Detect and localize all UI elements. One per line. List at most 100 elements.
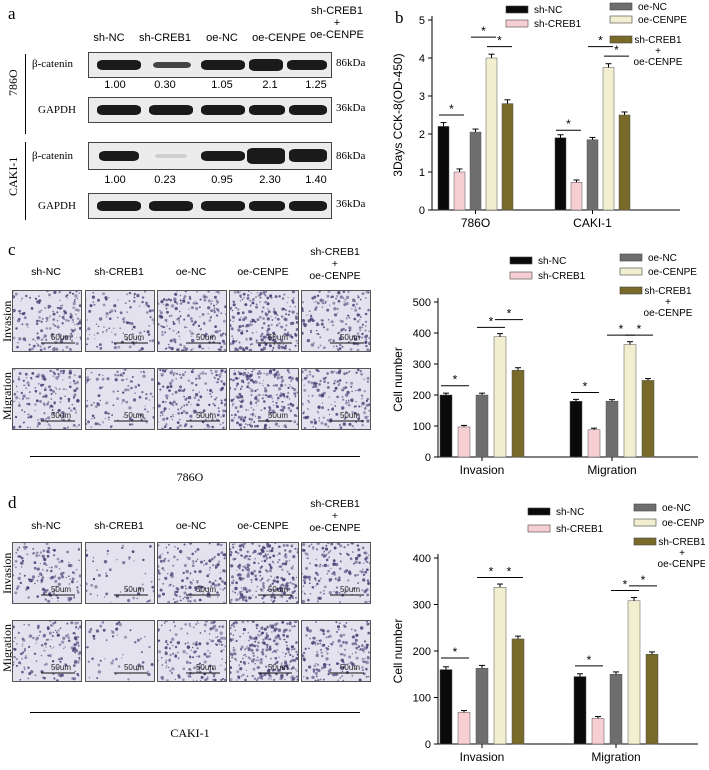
y-tick-label: 500 <box>413 297 431 309</box>
micrograph-column-header: oe-NC <box>175 520 207 532</box>
micrograph-tile: 50um <box>12 368 82 430</box>
scale-bar-label: 50um <box>195 333 216 342</box>
cell-line-bracket <box>25 142 34 220</box>
bar-oe-cenpe <box>623 344 637 458</box>
band <box>97 60 141 70</box>
significance-star: * <box>637 322 642 336</box>
y-tick-label: 200 <box>413 390 431 402</box>
bar-sh-nc <box>573 676 587 745</box>
micrograph-stain <box>158 291 226 351</box>
legend-label: sh-CREB1 <box>634 35 682 46</box>
scale-bar-label: 50um <box>195 663 216 672</box>
micrograph-stain <box>158 543 226 603</box>
y-axis-label: Cell number <box>391 347 405 412</box>
micrograph-cells <box>13 543 81 603</box>
quant-value: 1.00 <box>104 174 126 186</box>
bar-sh-creb1 <box>453 171 466 211</box>
micrograph-stain <box>86 369 154 429</box>
lane-label-combo: sh-CREB1 + oe-CENPE <box>310 5 364 41</box>
micrograph-column-header: oe-CENPE <box>237 520 289 532</box>
bar-oe-nc <box>586 139 599 211</box>
scale-bar-label: 50um <box>339 585 360 594</box>
micrograph-stain <box>158 369 226 429</box>
scale-bar-label: 50um <box>123 585 144 594</box>
micrograph-stain <box>86 544 154 603</box>
legend-label: sh-NC <box>556 507 584 518</box>
y-axis-label: Cell number <box>391 619 405 684</box>
legend-swatch <box>505 19 529 28</box>
bar-sh-nc <box>439 394 453 458</box>
micrograph-tile: 50um <box>157 620 227 682</box>
micrograph-tile: 50um <box>157 368 227 430</box>
scale-bar-label: 50um <box>339 663 360 672</box>
cell-line-caption: 786O <box>176 470 204 484</box>
micrograph-cells <box>230 369 298 429</box>
significance-star: * <box>566 117 571 131</box>
micrograph-cells <box>230 543 298 603</box>
micrograph-tile: 50um <box>229 542 299 604</box>
micrograph-tile: 50um <box>301 542 371 604</box>
x-tick-label: Migration <box>587 463 636 477</box>
bar-oe-nc <box>609 674 623 745</box>
legend-label: oe-NC <box>662 503 691 514</box>
kda-gapdh-caki1: 36kDa <box>336 198 366 210</box>
legend-label: oe-CENPE <box>658 559 705 570</box>
micrograph-cells <box>86 621 154 681</box>
legend-label: oe-NC <box>648 253 677 264</box>
micrograph-stain <box>230 543 298 603</box>
cell-line-label-caki1: CAKI-1 <box>6 156 20 196</box>
quant-value: 1.00 <box>104 79 126 91</box>
blot-caki1-beta-catenin <box>88 142 332 170</box>
micrograph-cells <box>230 621 298 681</box>
micrograph-tile: 50um <box>229 620 299 682</box>
micrograph-column-header: oe-CENPE <box>237 266 289 278</box>
micrograph-stain <box>230 621 298 681</box>
micrograph-stain <box>13 369 81 429</box>
band <box>201 151 245 161</box>
micrograph-column-header: sh-NC <box>31 266 61 278</box>
cell-line-underline <box>30 712 360 713</box>
legend-swatch <box>509 256 533 265</box>
micrograph-cells <box>302 543 370 603</box>
micrograph-cells <box>302 291 370 351</box>
legend-swatch <box>509 271 533 280</box>
kda-beta-786o: 86kDa <box>336 57 366 69</box>
micrograph-column-header: oe-NC <box>175 266 207 278</box>
x-tick-label: Invasion <box>460 463 505 477</box>
micrograph-cells <box>86 291 154 351</box>
band <box>153 62 191 68</box>
micrograph-tile: 50um <box>229 368 299 430</box>
bar-sh-nc <box>554 137 567 211</box>
lane-label-sh-nc: sh-NC <box>93 32 125 44</box>
bar-oe-nc <box>475 394 489 458</box>
legend-label: sh-NC <box>538 256 566 267</box>
band <box>201 201 245 211</box>
micrograph-cells <box>86 543 154 603</box>
micrograph-tile: 50um <box>12 290 82 352</box>
x-tick-label: CAKI-1 <box>573 216 612 230</box>
micrograph-panel-d: sh-NC sh-CREB1 oe-NC oe-CENPE sh-CREB1 + oe-… <box>0 498 380 740</box>
scale-bar-label: 50um <box>267 411 288 420</box>
bar-oe-nc <box>469 131 482 211</box>
micrograph-background <box>302 621 370 681</box>
y-tick-label: 0 <box>425 739 431 751</box>
kda-gapdh-786o: 36kDa <box>336 102 366 114</box>
legend-label: + <box>679 548 685 559</box>
bar-oe-cenpe <box>493 587 507 745</box>
micrograph-background <box>86 543 154 603</box>
micrograph-background <box>13 543 81 603</box>
significance-star: * <box>453 373 458 387</box>
significance-star: * <box>481 24 486 38</box>
legend-swatch <box>619 253 643 262</box>
micrograph-stain <box>302 369 370 429</box>
legend-swatch <box>633 503 657 512</box>
band <box>99 151 139 161</box>
legend-swatch <box>527 524 551 533</box>
lane-label-oe-cenpe: oe-CENPE <box>252 32 306 44</box>
legend-swatch <box>619 267 643 276</box>
bar-sh-creb1 <box>570 182 583 211</box>
legend-label: oe-NC <box>638 2 667 13</box>
band <box>149 105 193 115</box>
legend-label: sh-CREB1 <box>556 524 604 535</box>
micrograph-stain <box>230 291 298 351</box>
